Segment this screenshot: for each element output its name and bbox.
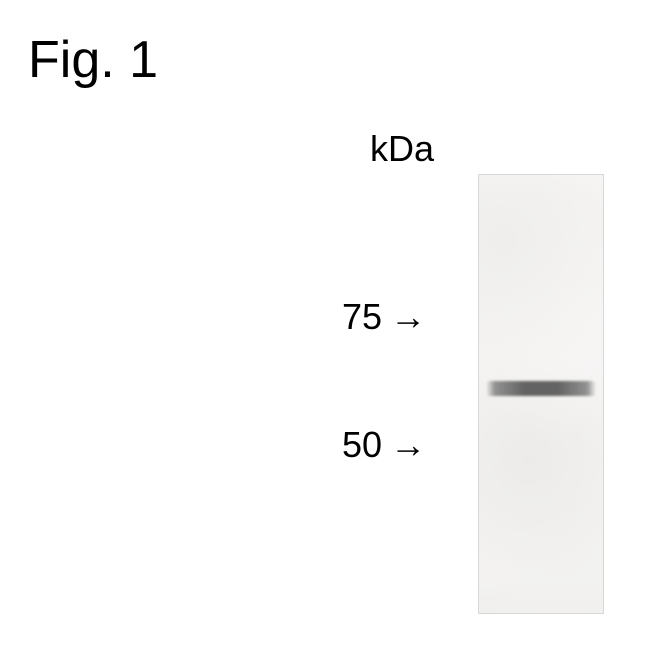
protein-band bbox=[486, 381, 596, 396]
mw-marker-50: 50 → bbox=[330, 424, 426, 466]
arrow-right-icon: → bbox=[390, 424, 426, 466]
arrow-right-icon: → bbox=[390, 296, 426, 338]
mw-marker-75-value: 75 bbox=[330, 296, 382, 338]
figure-label: Fig. 1 bbox=[28, 30, 158, 90]
blot-lane bbox=[478, 174, 604, 614]
mw-marker-50-value: 50 bbox=[330, 424, 382, 466]
mw-marker-75: 75 → bbox=[330, 296, 426, 338]
unit-label-kda: kDa bbox=[370, 128, 434, 170]
